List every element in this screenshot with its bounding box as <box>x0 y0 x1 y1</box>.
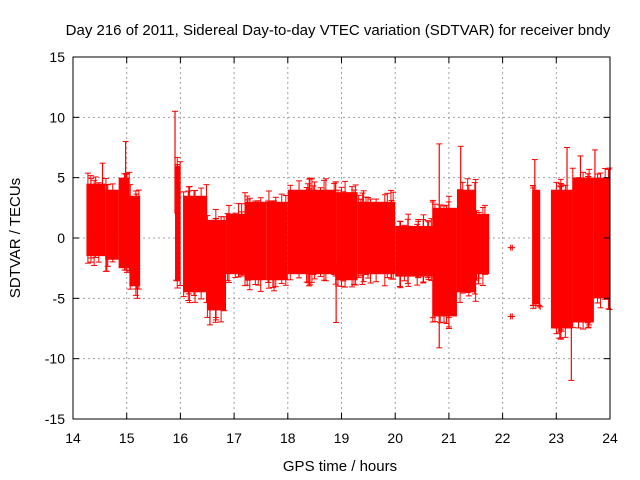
x-tick-label: 22 <box>495 430 511 446</box>
y-axis-label: SDTVAR / TECUs <box>7 178 24 298</box>
error-band <box>118 177 130 269</box>
y-tick-label: -10 <box>45 351 65 367</box>
error-band <box>532 189 541 305</box>
x-tick-label: 19 <box>334 430 350 446</box>
y-tick-label: 15 <box>49 49 65 65</box>
x-tick-label: 21 <box>441 430 457 446</box>
error-band <box>432 207 457 317</box>
y-tick-label: -15 <box>45 411 65 427</box>
y-tick-labels: -15 -10 -5 0 5 10 15 <box>45 49 65 427</box>
error-band <box>266 201 288 281</box>
chart-title: Day 216 of 2011, Sidereal Day-to-day VTE… <box>66 22 611 39</box>
error-band <box>105 189 119 260</box>
data-layer <box>84 110 613 381</box>
x-tick-label: 24 <box>602 430 618 446</box>
y-tick-label: -5 <box>53 290 66 306</box>
y-tick-label: 0 <box>57 230 65 246</box>
y-tick-label: 10 <box>49 109 65 125</box>
x-tick-label: 18 <box>280 430 296 446</box>
x-tick-label: 23 <box>549 430 565 446</box>
x-tick-labels: 14 15 16 17 18 19 20 21 22 23 24 <box>65 430 618 446</box>
x-tick-label: 14 <box>65 430 81 446</box>
error-band <box>129 195 141 287</box>
x-axis-label: GPS time / hours <box>283 458 397 475</box>
error-band <box>395 225 433 277</box>
y-tick-label: 5 <box>57 170 65 186</box>
x-tick-label: 20 <box>387 430 403 446</box>
x-tick-label: 17 <box>226 430 242 446</box>
tick-marks <box>72 56 611 420</box>
error-band <box>456 189 476 293</box>
x-tick-label: 15 <box>119 430 135 446</box>
x-tick-label: 16 <box>173 430 189 446</box>
